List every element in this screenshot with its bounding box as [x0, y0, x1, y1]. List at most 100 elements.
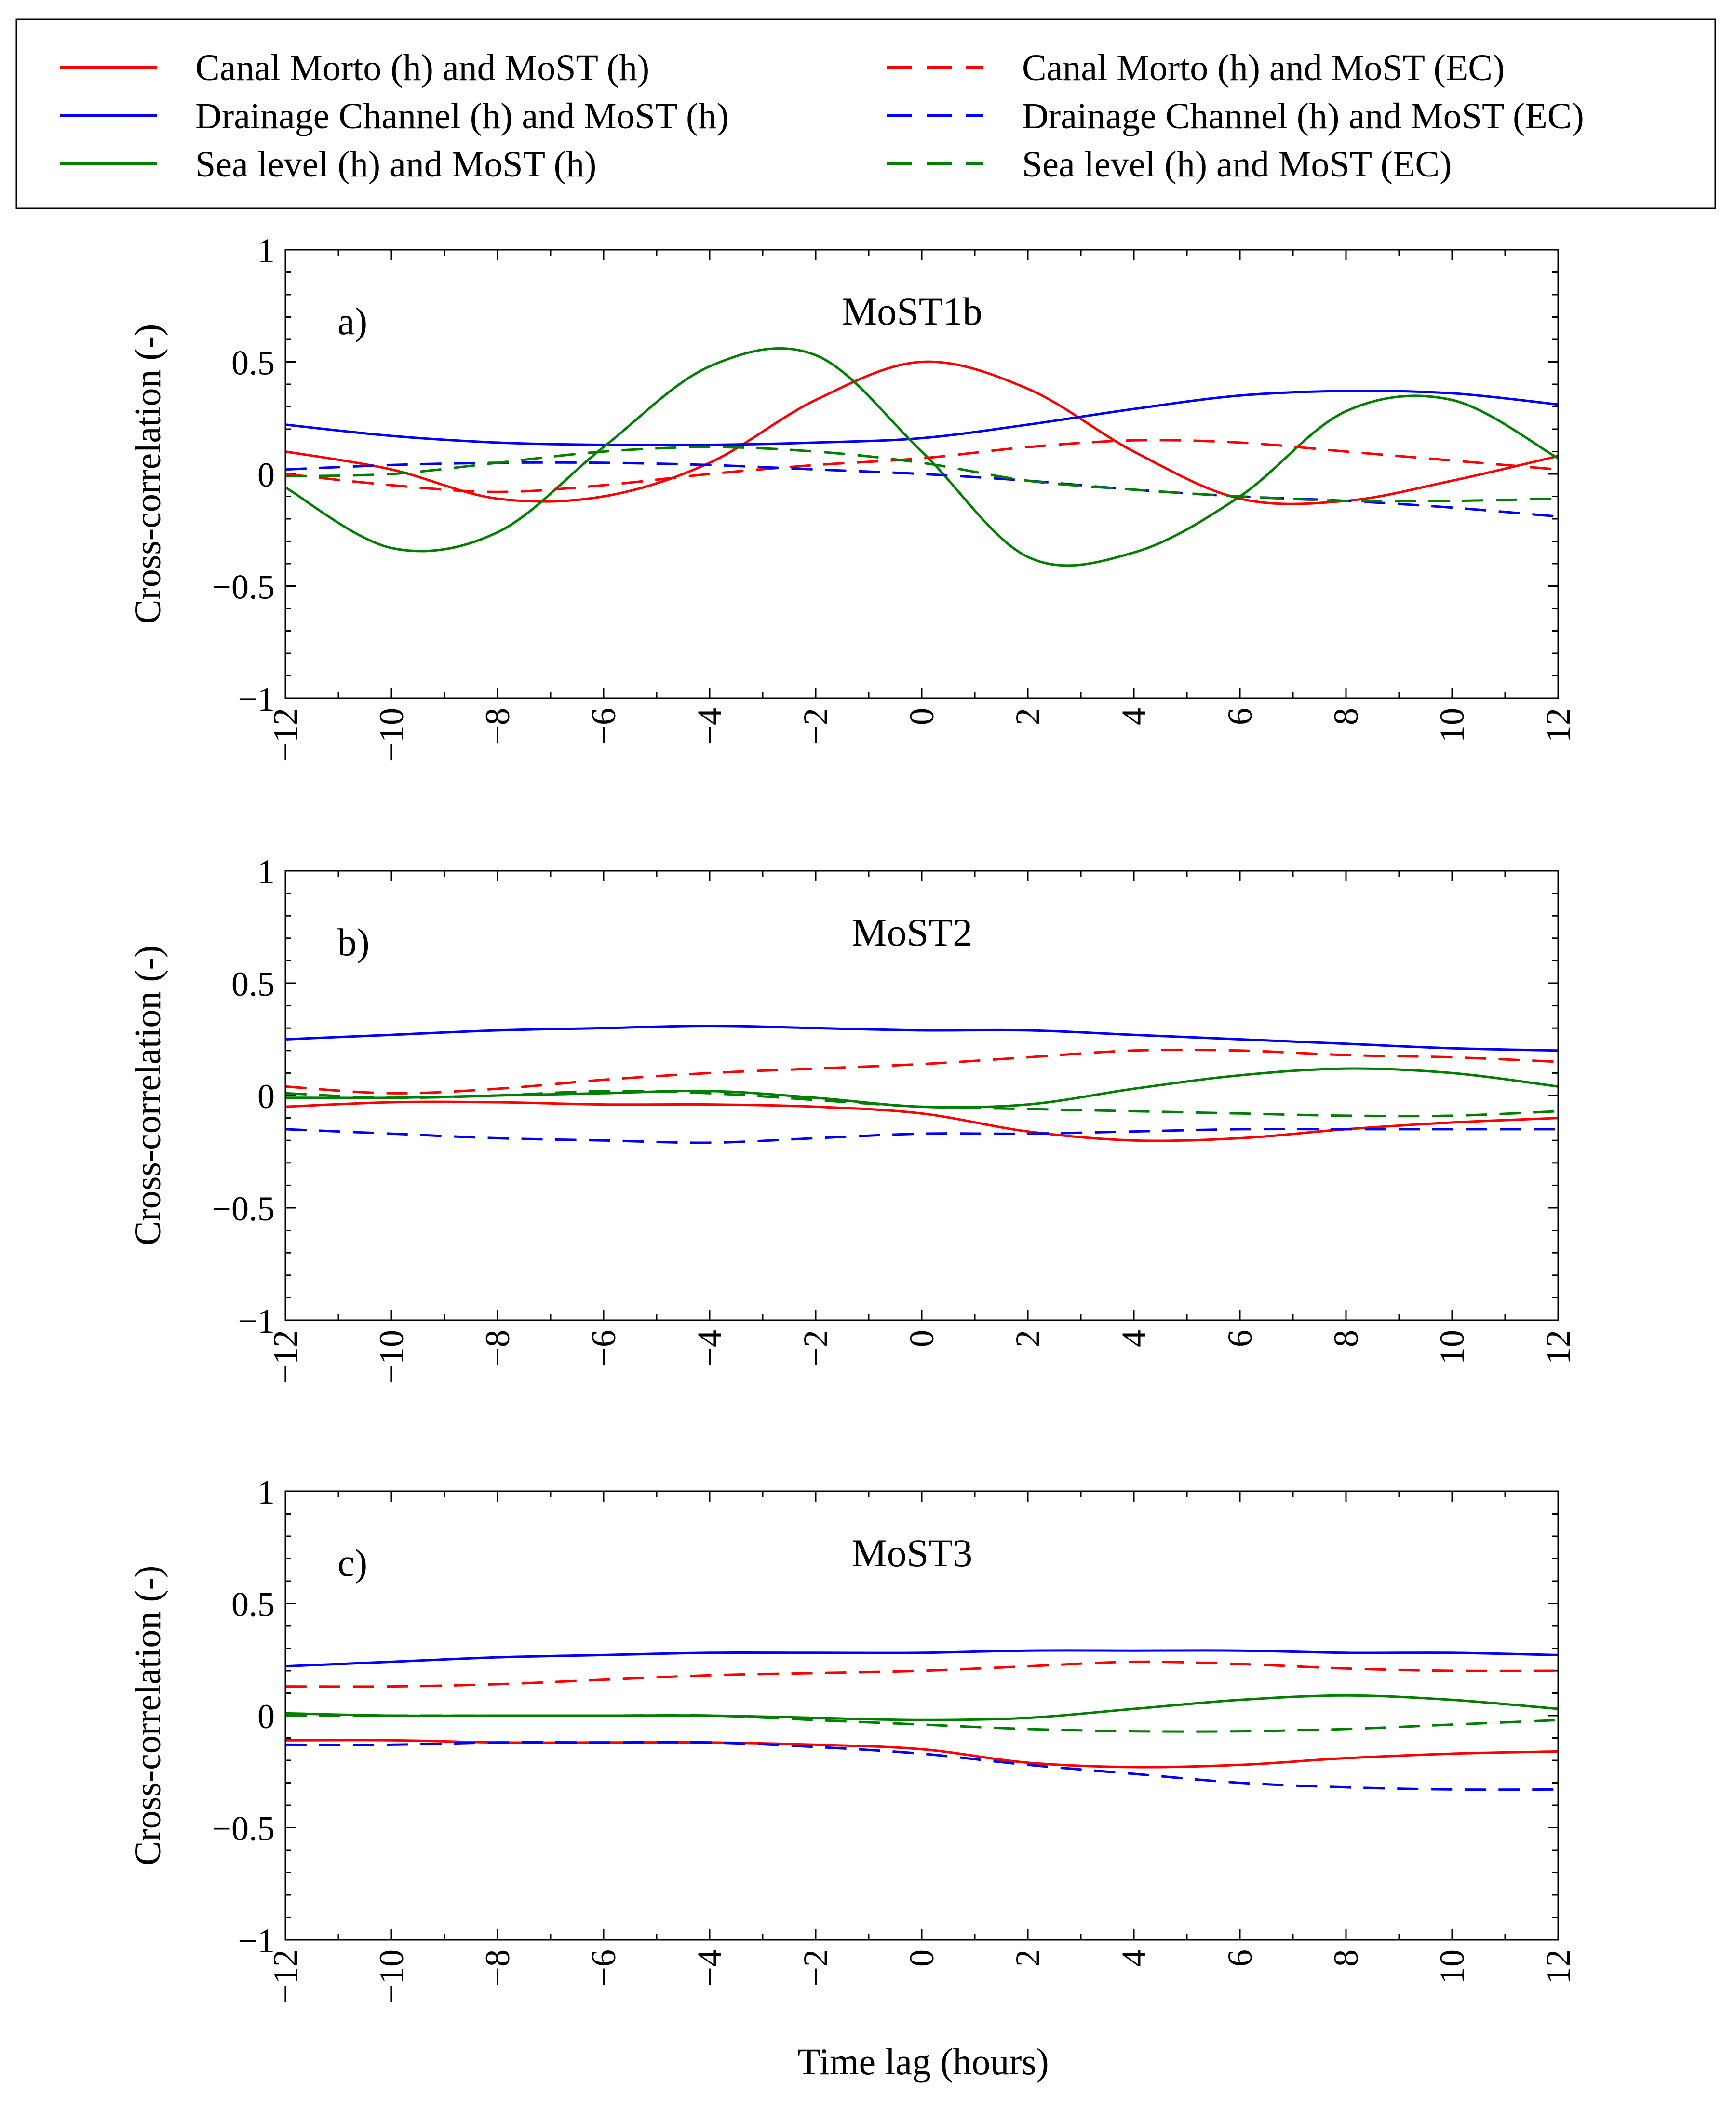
legend-frame: [15, 18, 1716, 209]
series-group: [285, 347, 1558, 567]
series-line-ec-008000: [285, 446, 1558, 503]
series-line-ec-008000: [285, 1090, 1558, 1118]
x-tick-label: −4: [690, 708, 729, 745]
series-line-ec-0000ff: [285, 1741, 1558, 1791]
x-tick-label: −6: [584, 1949, 623, 1987]
x-tick-label: 6: [1221, 1330, 1259, 1347]
x-tick-label: −4: [690, 1330, 729, 1367]
y-axis-label: Cross-correlation (-): [128, 324, 168, 624]
legend-label: Drainage Channel (h) and MoST (h): [195, 96, 729, 136]
panel-label: b): [337, 921, 370, 964]
y-axis-label: Cross-correlation (-): [128, 946, 168, 1246]
series-group: [285, 1649, 1558, 1791]
x-tick-label: −10: [372, 1949, 411, 2004]
y-tick-label: 0: [257, 456, 275, 494]
y-tick-label: −1: [238, 1302, 275, 1340]
x-tick-label: 2: [1009, 1949, 1047, 1967]
x-tick-label: −8: [478, 1949, 517, 1987]
y-tick-label: −0.5: [212, 1810, 275, 1848]
y-tick-label: 1: [257, 231, 275, 270]
x-tick-label: −6: [584, 708, 623, 745]
x-tick-label: −12: [266, 708, 305, 762]
x-tick-label: 8: [1327, 708, 1365, 725]
series-line-ec-ff0000: [285, 439, 1558, 493]
plot-frame: [284, 870, 1559, 1321]
panel-a: 1 0.5 0 −0.5 −1−12 −10 −8 −6 −4 −2 0 2 4 6 8 10 12 Cross-…: [128, 231, 1577, 762]
panel-title: MoST3: [852, 1531, 973, 1575]
x-tick-label: −2: [796, 1330, 835, 1367]
x-tick-label: −2: [796, 708, 835, 745]
series-line-ec-ff0000: [285, 1660, 1558, 1688]
x-tick-label: −12: [266, 1949, 305, 2004]
x-tick-label: 4: [1115, 1330, 1153, 1347]
x-tick-label: −10: [372, 708, 411, 762]
legend-item: Sea level (h) and MoST (h): [60, 144, 596, 185]
series-line-ec-0000ff: [285, 1128, 1558, 1144]
panel-label: a): [337, 300, 367, 343]
panel-title: MoST1b: [842, 289, 982, 333]
panel-label: c): [337, 1542, 367, 1584]
panel-title: MoST2: [852, 910, 973, 954]
x-tick-label: 6: [1221, 708, 1259, 725]
x-tick-label: 10: [1433, 1949, 1471, 1984]
legend-item: Canal Morto (h) and MoST (h): [60, 48, 649, 88]
y-tick-label: −1: [238, 1921, 275, 1960]
x-tick-label: −6: [584, 1330, 623, 1367]
x-tick-label: 0: [902, 1949, 941, 1967]
legend-label: Canal Morto (h) and MoST (h): [195, 48, 649, 88]
x-tick-label: 10: [1433, 708, 1471, 743]
x-tick-label: 12: [1539, 708, 1577, 743]
x-tick-label: 0: [902, 1330, 941, 1347]
series-line-h-0000ff: [285, 1649, 1558, 1668]
y-tick-label: −1: [238, 680, 275, 718]
legend: Canal Morto (h) and MoST (h) Drainage Cha…: [15, 18, 1716, 209]
y-tick-label: 0.5: [231, 1585, 275, 1624]
x-tick-label: −10: [372, 1330, 411, 1384]
x-axis-label: Time lag (hours): [797, 2041, 1049, 2083]
y-tick-label: −0.5: [212, 1190, 275, 1228]
x-tick-label: −8: [478, 708, 517, 745]
x-tick-label: 10: [1433, 1330, 1471, 1365]
y-tick-label: 0: [257, 1697, 275, 1736]
x-tick-label: 2: [1009, 1330, 1047, 1347]
x-tick-label: 8: [1327, 1330, 1365, 1347]
y-tick-label: 0: [257, 1077, 275, 1116]
panel-c: 1 0.5 0 −0.5 −1−12 −10 −8 −6 −4 −2 0 2 4 6 8 10 12 Cross-…: [128, 1473, 1577, 2004]
series-line-h-0000ff: [285, 1025, 1558, 1052]
y-tick-label: 1: [257, 1473, 275, 1512]
y-tick-label: 0.5: [231, 965, 275, 1003]
plot-frame: [284, 1490, 1559, 1941]
x-tick-label: −4: [690, 1949, 729, 1987]
x-tick-label: 0: [902, 708, 941, 725]
plot-frame: [284, 249, 1559, 699]
y-tick-label: 0.5: [231, 344, 275, 382]
series-line-ec-008000: [285, 1714, 1558, 1733]
x-tick-label: −8: [478, 1330, 517, 1367]
legend-label: Sea level (h) and MoST (EC): [1022, 144, 1452, 185]
x-tick-label: 4: [1115, 708, 1153, 725]
x-tick-label: 8: [1327, 1949, 1365, 1967]
legend-item: Sea level (h) and MoST (EC): [887, 144, 1452, 185]
legend-label: Canal Morto (h) and MoST (EC): [1022, 48, 1505, 88]
series-line-h-008000: [285, 347, 1558, 567]
x-tick-label: 6: [1221, 1949, 1259, 1967]
series-line-h-0000ff: [285, 390, 1558, 446]
legend-label: Sea level (h) and MoST (h): [195, 144, 596, 185]
x-tick-label: 4: [1115, 1949, 1153, 1967]
x-tick-label: 12: [1539, 1949, 1577, 1984]
series-group: [285, 1025, 1558, 1144]
series-line-ec-ff0000: [285, 1048, 1558, 1095]
x-tick-label: 2: [1009, 708, 1047, 725]
y-tick-label: −0.5: [212, 568, 275, 607]
legend-item: Canal Morto (h) and MoST (EC): [887, 48, 1505, 88]
legend-item: Drainage Channel (h) and MoST (EC): [887, 96, 1584, 136]
x-tick-label: −12: [266, 1330, 305, 1384]
panel-b: 1 0.5 0 −0.5 −1−12 −10 −8 −6 −4 −2 0 2 4 6 8 10 12 Cross-…: [128, 852, 1577, 1384]
y-axis-label: Cross-correlation (-): [128, 1566, 168, 1866]
y-tick-label: 1: [257, 852, 275, 891]
x-tick-label: 12: [1539, 1330, 1577, 1365]
legend-item: Drainage Channel (h) and MoST (h): [60, 96, 729, 136]
x-tick-label: −2: [796, 1949, 835, 1987]
